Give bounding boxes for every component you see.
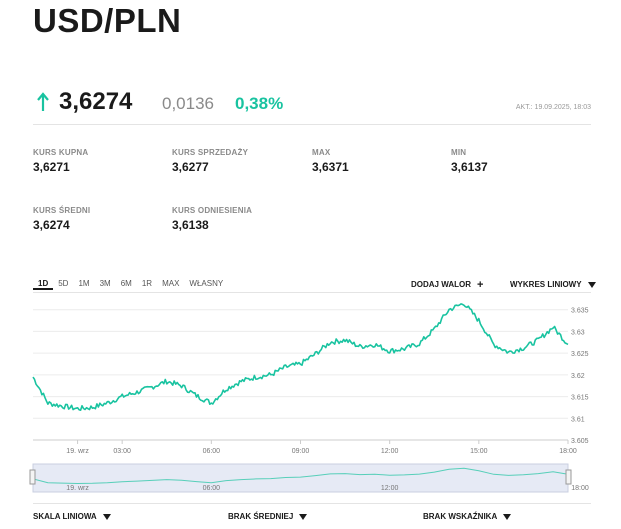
- divider: [33, 503, 591, 504]
- navigator-handle-right[interactable]: [565, 469, 572, 485]
- series-line-usdpln: [32, 303, 569, 411]
- stat-label: KURS ODNIESIENIA: [172, 206, 253, 215]
- tab-1m[interactable]: 1M: [78, 279, 90, 288]
- navigator-window[interactable]: [32, 463, 569, 493]
- stat-value: 3,6137: [451, 160, 488, 174]
- stat-reference: KURS ODNIESIENIA 3,6138: [172, 206, 252, 232]
- add-asset-label: DODAJ WALOR: [411, 280, 471, 289]
- navigator-chart[interactable]: 19. wrz 06:00 12:00 18:00: [0, 460, 600, 500]
- average-dropdown[interactable]: BRAK ŚREDNIEJ: [228, 512, 308, 521]
- y-tick-label: 3.63: [571, 329, 585, 336]
- stat-label: MAX: [312, 148, 331, 157]
- last-updated: AKT.: 19.09.2025, 18:03: [515, 104, 591, 111]
- divider: [33, 292, 591, 293]
- quote-row: 3,6274 0,0136 0,38% AKT.: 19.09.2025, 18…: [35, 88, 595, 118]
- y-tick-label: 3.61: [571, 416, 585, 423]
- range-tabs: 1D 5D 1M 3M 6M 1R MAX WŁASNY: [33, 278, 228, 290]
- navigator-x-label: 12:00: [381, 485, 399, 492]
- navigator-x-label: 06:00: [203, 485, 221, 492]
- x-tick-label: 15:00: [470, 448, 488, 455]
- stat-value: 3,6271: [33, 160, 70, 174]
- x-tick-label: 18:00: [559, 448, 577, 455]
- navigator-series-line: [32, 467, 569, 485]
- tab-6m[interactable]: 6M: [120, 279, 132, 288]
- scale-dropdown[interactable]: SKALA LINIOWA: [33, 512, 111, 521]
- tab-1d[interactable]: 1D: [33, 278, 54, 290]
- chevron-down-icon: [587, 281, 596, 288]
- stat-ask: KURS SPRZEDAŻY 3,6277: [172, 148, 248, 174]
- stat-bid: KURS KUPNA 3,6271: [33, 148, 88, 174]
- chevron-down-icon: [503, 513, 512, 520]
- chevron-down-icon: [299, 513, 308, 520]
- tab-5d[interactable]: 5D: [58, 279, 69, 288]
- stat-value: 3,6138: [172, 218, 209, 232]
- y-tick-label: 3.615: [571, 395, 589, 402]
- average-label: BRAK ŚREDNIEJ: [228, 512, 294, 521]
- stat-label: KURS ŚREDNI: [33, 206, 91, 215]
- current-price: 3,6274: [59, 88, 133, 115]
- indicator-label: BRAK WSKAŹNIKA: [423, 512, 498, 521]
- tab-max[interactable]: MAX: [162, 279, 180, 288]
- price-chart[interactable]: 3.605 3.61 3.615 3.62 3.625 3.63 3.635 19. wrz 0…: [0, 293, 600, 458]
- navigator-x-label: 18:00: [571, 485, 589, 492]
- change-percent: 0,38%: [235, 94, 284, 113]
- stat-value: 3,6371: [312, 160, 349, 174]
- stat-value: 3,6277: [172, 160, 209, 174]
- arrow-up-icon: [37, 92, 49, 111]
- add-asset-button[interactable]: DODAJ WALOR +: [411, 278, 484, 291]
- x-tick-label: 06:00: [203, 448, 221, 455]
- stat-label: KURS KUPNA: [33, 148, 89, 157]
- stat-max: MAX 3,6371: [312, 148, 349, 174]
- stat-min: MIN 3,6137: [451, 148, 488, 174]
- chart-type-label: WYKRES LINIOWY: [510, 280, 582, 289]
- stat-average: KURS ŚREDNI 3,6274: [33, 206, 90, 232]
- divider: [33, 124, 591, 125]
- x-tick-label: 09:00: [292, 448, 310, 455]
- page-title: USD/PLN: [33, 2, 182, 39]
- y-tick-label: 3.62: [571, 373, 585, 380]
- y-tick-label: 3.625: [571, 351, 589, 358]
- chart-type-dropdown[interactable]: WYKRES LINIOWY: [510, 280, 596, 289]
- tab-custom[interactable]: WŁASNY: [189, 279, 224, 288]
- y-tick-label: 3.635: [571, 308, 589, 315]
- x-tick-label: 12:00: [381, 448, 399, 455]
- change-absolute: 0,0136: [162, 94, 214, 113]
- tab-1r[interactable]: 1R: [141, 279, 153, 288]
- stat-label: MIN: [451, 148, 467, 157]
- plus-icon: +: [477, 278, 484, 291]
- navigator-x-label: 19. wrz: [66, 485, 89, 492]
- scale-label: SKALA LINIOWA: [33, 512, 97, 521]
- stat-label: KURS SPRZEDAŻY: [172, 148, 249, 157]
- indicator-dropdown[interactable]: BRAK WSKAŹNIKA: [423, 512, 512, 521]
- chevron-down-icon: [102, 513, 111, 520]
- navigator-handle-left[interactable]: [29, 469, 36, 485]
- x-tick-label: 03:00: [113, 448, 131, 455]
- stat-value: 3,6274: [33, 218, 70, 232]
- x-tick-label: 19. wrz: [66, 448, 89, 455]
- tab-3m[interactable]: 3M: [99, 279, 111, 288]
- y-tick-label: 3.605: [571, 438, 589, 445]
